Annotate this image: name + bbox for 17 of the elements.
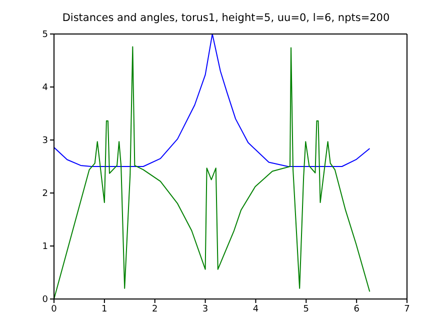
x-tick-label: 6 <box>354 304 360 314</box>
chart-title: Distances and angles, torus1, height=5, uu=0, l=6, npts=200 <box>61 12 391 24</box>
line-series <box>54 46 370 299</box>
x-tick-label: 7 <box>404 304 410 314</box>
x-tick-label: 3 <box>202 304 208 314</box>
x-tick-label: 0 <box>51 304 58 314</box>
y-tick-label: 4 <box>42 83 48 94</box>
x-tick-label: 2 <box>152 304 158 314</box>
x-tick-label: 1 <box>102 304 108 314</box>
y-tick-label: 3 <box>42 136 48 146</box>
x-tick-label: 4 <box>252 304 259 314</box>
line-series <box>54 34 370 167</box>
x-tick-label: 5 <box>303 304 310 314</box>
y-tick-label: 1 <box>42 242 48 252</box>
y-tick-label: 2 <box>42 189 48 200</box>
y-tick-label: 5 <box>42 30 48 40</box>
y-tick-label: 0 <box>42 295 48 306</box>
